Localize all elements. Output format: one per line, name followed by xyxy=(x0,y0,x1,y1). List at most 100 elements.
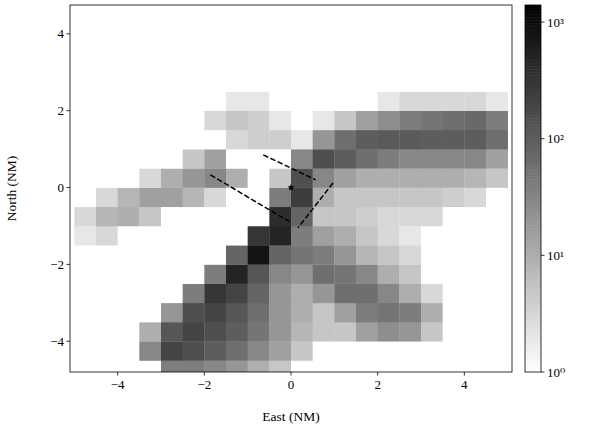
heat-cell xyxy=(248,245,270,265)
heat-cell xyxy=(291,5,313,15)
heat-cell xyxy=(356,360,378,372)
heat-cell xyxy=(421,168,443,188)
colorbar-gradient xyxy=(525,11,541,15)
colorbar-gradient xyxy=(525,152,541,156)
heat-cell xyxy=(96,264,118,284)
heat-cell xyxy=(313,245,335,265)
heat-cell xyxy=(204,188,226,208)
colorbar-gradient xyxy=(525,357,541,361)
colorbar-gradient xyxy=(525,106,541,110)
heat-cell xyxy=(139,34,161,54)
heat-cell xyxy=(226,130,248,150)
heat-cell xyxy=(226,188,248,208)
heat-cell xyxy=(161,149,183,169)
heat-cell xyxy=(139,188,161,208)
heat-cell xyxy=(74,341,96,361)
heat-cell xyxy=(378,264,400,284)
colorbar-gradient xyxy=(525,164,541,168)
heat-cell xyxy=(226,207,248,227)
heat-cell xyxy=(399,5,421,15)
heat-cell xyxy=(118,360,140,372)
heat-cell xyxy=(183,15,205,35)
heat-cell xyxy=(248,130,270,150)
heat-cell xyxy=(334,322,356,342)
heat-cell xyxy=(486,207,508,227)
heat-cell xyxy=(118,188,140,208)
heat-cell xyxy=(96,188,118,208)
heat-cell xyxy=(443,5,465,15)
heat-cell xyxy=(464,322,486,342)
heat-cell xyxy=(226,264,248,284)
heat-cell xyxy=(378,341,400,361)
heat-cell xyxy=(161,188,183,208)
heat-cell xyxy=(486,264,508,284)
heat-cell xyxy=(183,360,205,372)
heat-cell xyxy=(486,360,508,372)
heat-cell xyxy=(399,322,421,342)
colorbar-gradient xyxy=(525,195,541,199)
colorbar-gradient xyxy=(525,256,541,260)
heat-cell xyxy=(118,91,140,111)
heat-cell xyxy=(378,188,400,208)
heat-cell xyxy=(356,130,378,150)
heat-cell xyxy=(161,341,183,361)
heat-cell xyxy=(421,5,443,15)
heat-cell xyxy=(183,149,205,169)
heat-cell xyxy=(183,303,205,323)
heat-cell xyxy=(161,322,183,342)
colorbar-gradient xyxy=(525,124,541,128)
heat-cell xyxy=(96,34,118,54)
colorbar-gradient xyxy=(525,42,541,46)
heat-cell xyxy=(443,322,465,342)
heat-cell xyxy=(313,5,335,15)
heat-cell xyxy=(421,226,443,246)
heat-cell xyxy=(378,5,400,15)
heat-cell xyxy=(399,130,421,150)
colorbar-gradient xyxy=(525,335,541,339)
heat-cell xyxy=(421,322,443,342)
heat-cell xyxy=(248,5,270,15)
heat-cell xyxy=(226,245,248,265)
heat-cell xyxy=(139,207,161,227)
heat-cell xyxy=(183,207,205,227)
heat-cell xyxy=(313,264,335,284)
colorbar-gradient xyxy=(525,259,541,263)
x-tick-label: −2 xyxy=(197,377,211,392)
heat-cell xyxy=(183,72,205,92)
heat-cell xyxy=(334,149,356,169)
heat-cell xyxy=(161,15,183,35)
heat-cell xyxy=(443,284,465,304)
heat-cell xyxy=(486,168,508,188)
colorbar-gradient xyxy=(525,204,541,208)
colorbar-gradient xyxy=(525,323,541,327)
colorbar-gradient xyxy=(525,161,541,165)
heat-cell xyxy=(421,34,443,54)
heat-cell xyxy=(118,5,140,15)
colorbar-gradient xyxy=(525,182,541,186)
heat-cell xyxy=(204,111,226,131)
heat-cell xyxy=(399,264,421,284)
colorbar-gradient xyxy=(525,17,541,21)
colorbar-gradient xyxy=(525,222,541,226)
colorbar-tick xyxy=(541,255,545,256)
heat-cell xyxy=(378,284,400,304)
colorbar-gradient xyxy=(525,103,541,107)
heat-cell xyxy=(334,72,356,92)
colorbar-gradient xyxy=(525,127,541,131)
colorbar-gradient xyxy=(525,277,541,281)
colorbar-gradient xyxy=(525,54,541,58)
heat-cell xyxy=(313,226,335,246)
heat-cell xyxy=(139,149,161,169)
heat-cell xyxy=(248,303,270,323)
heat-cell xyxy=(464,15,486,35)
heat-cell xyxy=(118,303,140,323)
heat-cell xyxy=(334,341,356,361)
colorbar-gradient xyxy=(525,140,541,144)
heat-cell xyxy=(443,303,465,323)
heat-cell xyxy=(486,91,508,111)
heat-cell xyxy=(74,91,96,111)
colorbar-tick-label: 10³ xyxy=(547,15,564,30)
colorbar-gradient xyxy=(525,137,541,141)
heat-cell xyxy=(183,245,205,265)
heat-cell xyxy=(421,207,443,227)
